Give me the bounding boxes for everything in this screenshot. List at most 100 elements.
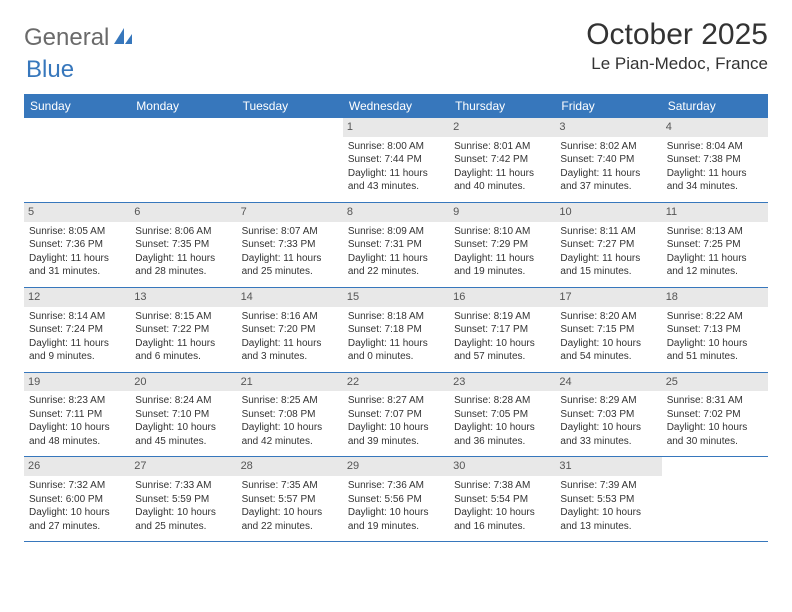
day-info-line: Sunset: 7:03 PM	[560, 408, 656, 422]
day-info-line: Sunrise: 8:11 AM	[560, 225, 656, 239]
day-number: 5	[24, 203, 130, 222]
day-info-line: Sunrise: 8:15 AM	[135, 310, 231, 324]
day-cell: 21Sunrise: 8:25 AMSunset: 7:08 PMDayligh…	[237, 373, 343, 457]
location: Le Pian-Medoc, France	[586, 54, 768, 74]
day-info-line: Sunrise: 8:23 AM	[29, 394, 125, 408]
day-info-line: Sunset: 7:42 PM	[454, 153, 550, 167]
day-info-line: Daylight: 11 hours and 3 minutes.	[242, 337, 338, 364]
day-cell: 1Sunrise: 8:00 AMSunset: 7:44 PMDaylight…	[343, 118, 449, 202]
day-info-line: Sunset: 7:31 PM	[348, 238, 444, 252]
day-info-line: Daylight: 10 hours and 39 minutes.	[348, 421, 444, 448]
day-of-week-header: SundayMondayTuesdayWednesdayThursdayFrid…	[24, 94, 768, 118]
logo: General	[24, 24, 137, 52]
day-cell: 4 Sunrise: 8:04 AMSunset: 7:38 PMDaylight…	[662, 118, 768, 202]
day-cell: 17Sunrise: 8:20 AMSunset: 7:15 PMDayligh…	[555, 288, 661, 372]
day-info-line: Sunrise: 8:16 AM	[242, 310, 338, 324]
day-info-line: Sunset: 7:18 PM	[348, 323, 444, 337]
day-number: 9	[449, 203, 555, 222]
day-info-line: Daylight: 11 hours and 9 minutes.	[29, 337, 125, 364]
day-number: 17	[555, 288, 661, 307]
day-info-line: Daylight: 10 hours and 30 minutes.	[667, 421, 763, 448]
logo-text-general: General	[24, 24, 109, 52]
day-number: 7	[237, 203, 343, 222]
day-info-line: Daylight: 10 hours and 45 minutes.	[135, 421, 231, 448]
day-number: 20	[130, 373, 236, 392]
day-number: 26	[24, 457, 130, 476]
day-number: 27	[130, 457, 236, 476]
day-info-line: Sunrise: 8:28 AM	[454, 394, 550, 408]
day-info-line: Sunset: 7:17 PM	[454, 323, 550, 337]
day-info-line: Sunrise: 8:19 AM	[454, 310, 550, 324]
day-info-line: Sunset: 7:22 PM	[135, 323, 231, 337]
day-cell: 14Sunrise: 8:16 AMSunset: 7:20 PMDayligh…	[237, 288, 343, 372]
day-cell: 27Sunrise: 7:33 AMSunset: 5:59 PMDayligh…	[130, 457, 236, 541]
day-info-line: Daylight: 10 hours and 22 minutes.	[242, 506, 338, 533]
day-info-line: Sunset: 5:53 PM	[560, 493, 656, 507]
day-cell: 6Sunrise: 8:06 AMSunset: 7:35 PMDaylight…	[130, 203, 236, 287]
dow-cell: Friday	[555, 94, 661, 118]
day-number: 28	[237, 457, 343, 476]
day-info-line: Sunset: 7:02 PM	[667, 408, 763, 422]
day-info-line: Sunset: 7:08 PM	[242, 408, 338, 422]
day-info-line: Sunset: 7:05 PM	[454, 408, 550, 422]
day-cell: 19Sunrise: 8:23 AMSunset: 7:11 PMDayligh…	[24, 373, 130, 457]
day-number: 6	[130, 203, 236, 222]
day-number: 4	[662, 118, 768, 137]
day-number: 8	[343, 203, 449, 222]
day-info-line: Daylight: 11 hours and 19 minutes.	[454, 252, 550, 279]
day-info-line: Daylight: 10 hours and 57 minutes.	[454, 337, 550, 364]
day-info-line: Sunrise: 8:10 AM	[454, 225, 550, 239]
day-number: 19	[24, 373, 130, 392]
day-info-line: Daylight: 10 hours and 51 minutes.	[667, 337, 763, 364]
day-cell: 30Sunrise: 7:38 AMSunset: 5:54 PMDayligh…	[449, 457, 555, 541]
day-info-line: Daylight: 11 hours and 34 minutes.	[667, 167, 763, 194]
day-cell: 13Sunrise: 8:15 AMSunset: 7:22 PMDayligh…	[130, 288, 236, 372]
day-number: 22	[343, 373, 449, 392]
day-info-line: Daylight: 11 hours and 28 minutes.	[135, 252, 231, 279]
day-cell: 3Sunrise: 8:02 AMSunset: 7:40 PMDaylight…	[555, 118, 661, 202]
day-info-line: Daylight: 10 hours and 48 minutes.	[29, 421, 125, 448]
day-info-line: Daylight: 11 hours and 12 minutes.	[667, 252, 763, 279]
day-info-line: Daylight: 11 hours and 0 minutes.	[348, 337, 444, 364]
day-cell: 25 Sunrise: 8:31 AMSunset: 7:02 PMDayligh…	[662, 373, 768, 457]
day-info-line: Sunrise: 8:05 AM	[29, 225, 125, 239]
day-info-line: Daylight: 11 hours and 31 minutes.	[29, 252, 125, 279]
day-info-line: Daylight: 10 hours and 54 minutes.	[560, 337, 656, 364]
day-cell: 9 Sunrise: 8:10 AMSunset: 7:29 PMDaylight…	[449, 203, 555, 287]
logo-text-blue: Blue	[26, 56, 74, 83]
day-info-line: Daylight: 11 hours and 6 minutes.	[135, 337, 231, 364]
dow-cell: Monday	[130, 94, 236, 118]
day-info-line: Sunrise: 8:29 AM	[560, 394, 656, 408]
day-info-line: Sunset: 7:35 PM	[135, 238, 231, 252]
day-info-line: Sunrise: 8:31 AM	[667, 394, 763, 408]
day-info-line: Sunset: 7:15 PM	[560, 323, 656, 337]
day-info-line: Sunrise: 8:04 AM	[667, 140, 763, 154]
day-info-line: Sunrise: 7:39 AM	[560, 479, 656, 493]
day-cell: .	[237, 118, 343, 202]
day-info-line: Daylight: 11 hours and 37 minutes.	[560, 167, 656, 194]
day-number: 30	[449, 457, 555, 476]
week-row: 12Sunrise: 8:14 AMSunset: 7:24 PMDayligh…	[24, 288, 768, 373]
day-info-line: Sunrise: 8:13 AM	[667, 225, 763, 239]
day-info-line: Daylight: 10 hours and 25 minutes.	[135, 506, 231, 533]
day-info-line: Daylight: 11 hours and 43 minutes.	[348, 167, 444, 194]
day-cell: 23 Sunrise: 8:28 AMSunset: 7:05 PMDayligh…	[449, 373, 555, 457]
day-info-line: Sunrise: 8:18 AM	[348, 310, 444, 324]
day-info-line: Daylight: 10 hours and 19 minutes.	[348, 506, 444, 533]
day-info-line: Daylight: 10 hours and 36 minutes.	[454, 421, 550, 448]
day-info-line: Sunset: 7:29 PM	[454, 238, 550, 252]
day-number: 2	[449, 118, 555, 137]
week-row: 19Sunrise: 8:23 AMSunset: 7:11 PMDayligh…	[24, 373, 768, 458]
day-info-line: Sunset: 7:38 PM	[667, 153, 763, 167]
day-info-line: Daylight: 11 hours and 22 minutes.	[348, 252, 444, 279]
day-info-line: Sunset: 5:54 PM	[454, 493, 550, 507]
dow-cell: Thursday	[449, 94, 555, 118]
day-number: 31	[555, 457, 661, 476]
day-info-line: Sunrise: 8:01 AM	[454, 140, 550, 154]
day-number: 23	[449, 373, 555, 392]
day-info-line: Sunrise: 7:35 AM	[242, 479, 338, 493]
day-info-line: Sunset: 7:10 PM	[135, 408, 231, 422]
day-number: 12	[24, 288, 130, 307]
day-info-line: Sunset: 7:25 PM	[667, 238, 763, 252]
day-number: 25	[662, 373, 768, 392]
